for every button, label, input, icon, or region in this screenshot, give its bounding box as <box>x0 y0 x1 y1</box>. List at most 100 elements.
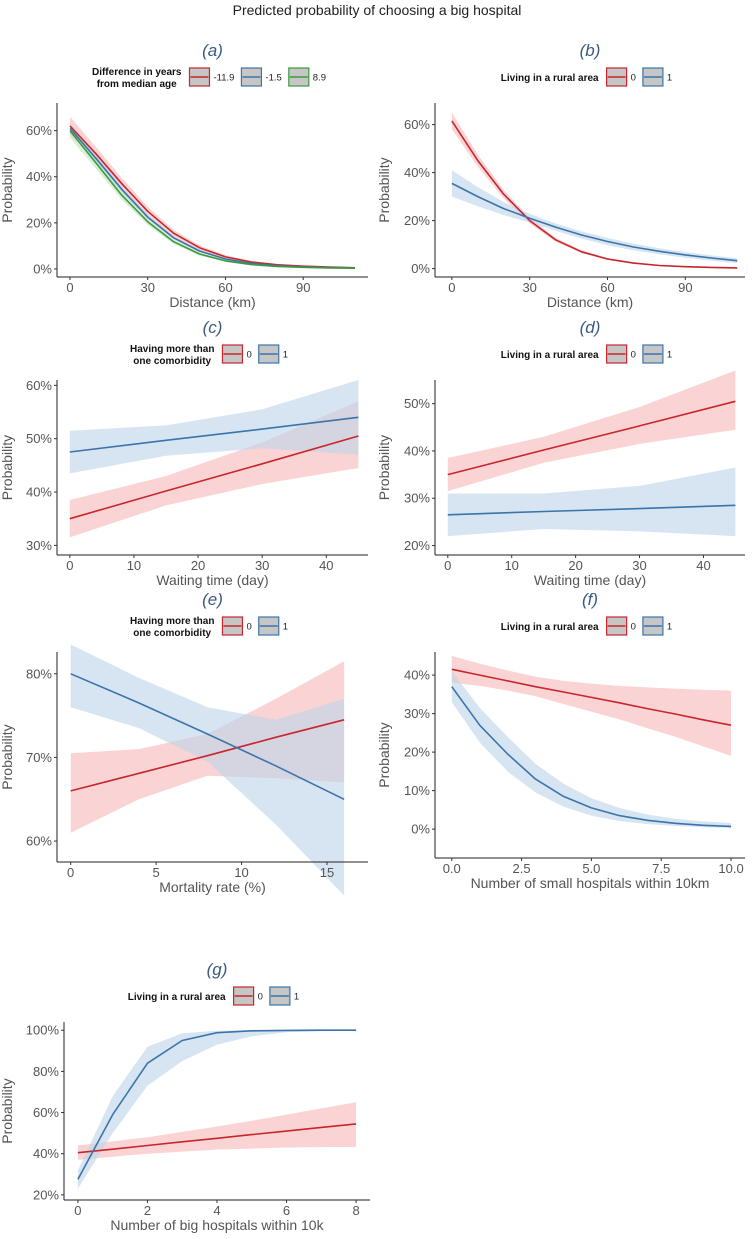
legend: Living in a rural area 0 1 <box>501 67 672 87</box>
legend: Living in a rural area 0 1 <box>501 344 672 364</box>
x-tick-label: 20 <box>568 558 582 573</box>
legend-title-line: Living in a rural area <box>501 350 599 361</box>
ci-band-1 <box>447 467 736 537</box>
y-axis-label: Probability <box>376 157 392 222</box>
x-tick-label: 10.0 <box>718 861 743 876</box>
legend-entry-label: 8.9 <box>313 73 326 84</box>
legend-title-line: one comorbidity <box>133 628 211 639</box>
x-tick-label: 10 <box>127 558 141 573</box>
y-axis-label: Probability <box>376 435 392 500</box>
legend-title-line: Living in a rural area <box>501 73 599 84</box>
y-tick-label: 30% <box>404 491 430 506</box>
legend-title-line: Having more than <box>130 344 214 355</box>
y-tick-label: 30% <box>404 706 430 721</box>
legend-title: Living in a rural area <box>501 73 599 84</box>
y-tick-label: 60% <box>404 117 430 132</box>
y-tick-label: 60% <box>26 378 52 393</box>
ci-band--11.9 <box>70 116 355 269</box>
legend-entry-label: 1 <box>667 622 672 633</box>
y-tick-label: 70% <box>26 750 52 765</box>
x-tick-label: 10 <box>504 558 518 573</box>
y-tick-label: 50% <box>26 431 52 446</box>
x-axis-label: Number of big hospitals within 10k <box>110 1217 324 1233</box>
legend-title-line: from median age <box>97 79 177 90</box>
series-line-1 <box>451 182 738 262</box>
panel-g: (g) Living in a rural area 0 1 0 2 4 6 8 20% 40% 60… <box>0 960 370 1233</box>
x-tick-label: 40 <box>319 558 333 573</box>
x-tick-label: 60 <box>600 280 614 295</box>
x-tick-label: 0 <box>67 865 74 880</box>
legend-entry-label: 1 <box>667 350 672 361</box>
series-line-1 <box>451 686 732 828</box>
y-tick-label: 40% <box>26 169 52 184</box>
panel-title: (g) <box>207 960 228 979</box>
y-tick-label: 0% <box>411 822 430 837</box>
series-line-0 <box>70 719 345 792</box>
x-tick-label: 0 <box>74 1203 81 1218</box>
y-axis-label: Probability <box>0 157 15 222</box>
ci-band-1 <box>77 1030 357 1189</box>
ci-band--1.5 <box>70 123 355 269</box>
legend-entry-label: -1.5 <box>265 73 281 84</box>
x-tick-label: 20 <box>191 558 205 573</box>
x-tick-label: 0 <box>66 558 73 573</box>
legend: Living in a rural area 0 1 <box>128 986 299 1006</box>
legend-entry-label: -11.9 <box>213 73 234 84</box>
legend-entry-label: 1 <box>294 992 299 1003</box>
x-tick-label: 60 <box>218 280 232 295</box>
ci-band-0 <box>451 655 731 756</box>
panel-title: (d) <box>580 318 601 337</box>
panel-title: (a) <box>202 41 223 60</box>
x-axis-label: Mortality rate (%) <box>159 879 266 895</box>
panel-b: (b) Living in a rural area 0 1 0 30 60 90 0% 20% 4… <box>376 41 745 310</box>
y-tick-label: 10% <box>404 783 430 798</box>
x-tick-label: 0 <box>448 280 455 295</box>
x-tick-label: 4 <box>213 1203 220 1218</box>
y-tick-label: 30% <box>26 538 52 553</box>
x-tick-label: 15 <box>320 865 334 880</box>
x-tick-label: 30 <box>255 558 269 573</box>
panel-title: (c) <box>203 318 223 337</box>
panel-title: (f) <box>582 590 598 609</box>
series-line-1 <box>77 1029 357 1180</box>
ci-band-8.9 <box>70 123 355 269</box>
legend-entry-label: 0 <box>246 350 251 361</box>
x-tick-label: 90 <box>296 280 310 295</box>
panel-f: (f)Living in a rural area 0 10.0 2.5 5.0 7.5 1… <box>376 590 745 891</box>
y-tick-label: 40% <box>404 668 430 683</box>
legend-title-line: one comorbidity <box>133 356 211 367</box>
ci-band-0 <box>451 112 738 269</box>
series-line-1 <box>69 416 359 453</box>
x-tick-label: 10 <box>234 865 248 880</box>
x-tick-label: 90 <box>678 280 692 295</box>
x-tick-label: 30 <box>632 558 646 573</box>
legend-entry-label: 0 <box>258 992 263 1003</box>
ci-band-1 <box>451 671 731 828</box>
y-tick-label: 0% <box>33 261 52 276</box>
y-tick-label: 40% <box>33 1146 59 1161</box>
x-tick-label: 30 <box>140 280 154 295</box>
legend-title-line: Having more than <box>130 616 214 627</box>
x-tick-label: 2 <box>144 1203 151 1218</box>
y-axis-label: Probability <box>376 722 392 787</box>
x-tick-label: 0 <box>66 280 73 295</box>
x-tick-label: 2.5 <box>513 861 531 876</box>
x-tick-label: 7.5 <box>652 861 670 876</box>
y-tick-label: 40% <box>26 485 52 500</box>
x-tick-label: 8 <box>352 1203 359 1218</box>
ci-band-1 <box>69 380 359 474</box>
legend-entry-label: 0 <box>246 622 251 633</box>
x-tick-label: 5.0 <box>582 861 600 876</box>
panel-title: (b) <box>580 41 601 60</box>
x-axis-label: Number of small hospitals within 10km <box>471 875 710 891</box>
legend-title: Living in a rural area <box>501 350 599 361</box>
y-tick-label: 20% <box>404 213 430 228</box>
legend-entry-label: 1 <box>283 622 288 633</box>
ci-band-1 <box>70 644 345 896</box>
panel-d: (d)Living in a rural area 0 10 10 20 30 4020%3… <box>376 318 745 588</box>
